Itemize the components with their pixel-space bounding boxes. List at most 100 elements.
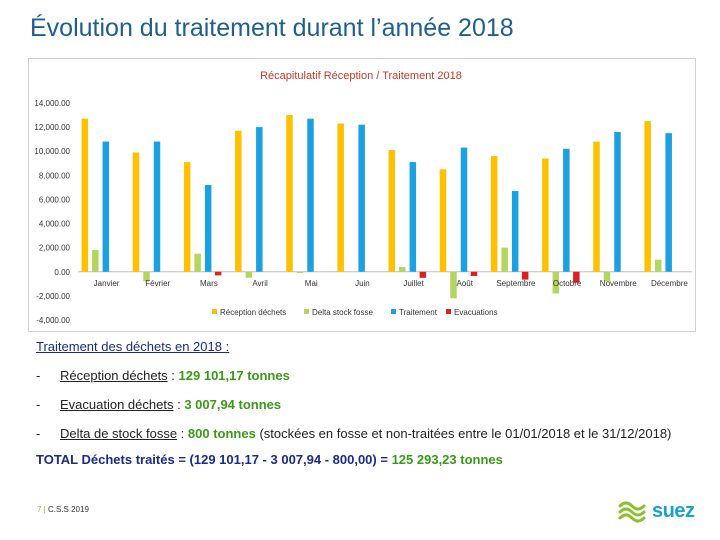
bar-0-0 — [81, 118, 89, 272]
total-value: 125 293,23 tonnes — [391, 452, 503, 467]
x-tick-label: Août — [457, 279, 474, 288]
bar-1-11 — [654, 259, 662, 272]
summary-block: Traitement des déchets en 2018 : - Récep… — [36, 337, 676, 470]
x-tick-label: Juin — [355, 279, 370, 288]
legend-label: Evacuations — [454, 308, 498, 317]
bar-2-8 — [511, 191, 519, 272]
y-tick-label: -2,000.00 — [36, 292, 70, 301]
bar-1-7 — [450, 271, 457, 299]
item-label: Evacuation déchets — [60, 397, 174, 412]
x-tick-label: Juillet — [403, 279, 424, 288]
suez-logo: suez — [618, 498, 695, 524]
y-tick-label: 6,000.00 — [39, 195, 71, 204]
x-tick-label: Janvier — [94, 279, 120, 288]
bar-1-2 — [194, 253, 201, 272]
x-tick-label: Septembre — [496, 279, 536, 288]
x-tick-label: Mars — [200, 279, 218, 288]
item-sep: : — [177, 426, 188, 441]
bar-1-6 — [399, 266, 406, 272]
bar-0-9 — [542, 158, 549, 272]
bar-3-7 — [470, 271, 478, 276]
x-tick-label: Février — [145, 279, 170, 288]
suez-waves-icon — [618, 501, 646, 523]
bar-1-8 — [501, 247, 508, 272]
bar-3-6 — [419, 271, 427, 278]
item-value: 3 007,94 tonnes — [184, 397, 282, 412]
bullet-dash: - — [36, 368, 41, 383]
y-tick-label: 0.00 — [54, 268, 70, 277]
total-eq2: = — [376, 452, 392, 467]
list-item: - Delta de stock fosse : 800 tonnes (sto… — [36, 424, 676, 444]
bullet-dash: - — [36, 426, 41, 441]
total-label: TOTAL Déchets traités — [36, 452, 175, 467]
slide-title: Évolution du traitement durant l’année 2… — [30, 14, 514, 42]
bar-2-6 — [409, 162, 417, 272]
item-label: Réception déchets — [60, 368, 168, 383]
total-formula: (129 101,17 - 3 007,94 - 800,00) — [189, 452, 377, 467]
item-sep: : — [167, 368, 179, 383]
bar-0-10 — [593, 141, 600, 272]
bar-1-1 — [143, 271, 150, 282]
chart-title: Récapitulatif Réception / Traitement 201… — [260, 70, 462, 82]
legend-swatch — [212, 309, 217, 314]
bar-1-4 — [296, 271, 304, 273]
legend-label: Traitement — [399, 308, 438, 317]
bar-0-2 — [183, 162, 191, 272]
bar-0-1 — [132, 152, 140, 272]
bar-1-10 — [603, 271, 611, 282]
bar-chart: Récapitulatif Réception / Traitement 201… — [34, 70, 692, 325]
y-tick-label: 12,000.00 — [34, 123, 70, 132]
y-tick-label: 2,000.00 — [39, 244, 71, 253]
bar-3-9 — [573, 271, 580, 283]
bar-2-0 — [102, 141, 110, 272]
bar-2-9 — [563, 148, 570, 272]
bar-2-10 — [614, 131, 621, 272]
legend-label: Réception déchets — [220, 308, 286, 317]
bar-3-8 — [521, 271, 529, 280]
bar-2-7 — [460, 147, 468, 272]
footer-text: C.S.S 2019 — [47, 505, 89, 514]
footer-sep: | — [41, 505, 48, 514]
list-item: - Evacuation déchets : 3 007,94 tonnes — [36, 395, 676, 415]
bar-2-1 — [153, 141, 161, 272]
legend-swatch — [304, 309, 309, 314]
y-tick-label: 10,000.00 — [34, 147, 70, 156]
bar-0-7 — [439, 169, 447, 272]
list-item: - Réception déchets : 129 101,17 tonnes — [36, 366, 676, 386]
summary-heading: Traitement des déchets en 2018 : — [36, 339, 230, 354]
x-tick-label: Mai — [305, 279, 318, 288]
item-sep: : — [173, 397, 185, 412]
item-label: Delta de stock fosse — [60, 426, 178, 441]
bullet-dash: - — [36, 397, 41, 412]
bar-3-2 — [214, 271, 222, 276]
bar-1-3 — [245, 271, 253, 278]
x-tick-label: Novembre — [600, 279, 637, 288]
legend-label: Delta stock fosse — [312, 308, 373, 317]
bar-0-3 — [235, 130, 242, 272]
total-eq: = — [174, 452, 190, 467]
bar-2-3 — [256, 127, 263, 272]
bar-0-4 — [286, 115, 293, 272]
legend-swatch — [391, 309, 396, 314]
bar-2-5 — [358, 124, 365, 272]
bar-1-0 — [92, 250, 99, 272]
x-tick-label: Octobre — [553, 279, 582, 288]
bar-2-11 — [665, 133, 672, 272]
item-note: (stockées en fosse et non-traitées entre… — [255, 426, 672, 441]
item-value: 800 tonnes — [187, 426, 256, 441]
y-tick-label: 4,000.00 — [39, 220, 71, 229]
bar-0-8 — [490, 156, 498, 272]
bar-0-5 — [337, 123, 344, 272]
y-tick-label: 8,000.00 — [39, 171, 71, 180]
footer: 7 | C.S.S 2019 — [37, 505, 89, 514]
total-line: TOTAL Déchets traités = (129 101,17 - 3 … — [36, 450, 676, 470]
bar-0-11 — [644, 121, 651, 272]
x-tick-label: Décembre — [651, 279, 688, 288]
legend-swatch — [446, 309, 451, 314]
item-value: 129 101,17 tonnes — [178, 368, 290, 383]
x-tick-label: Avril — [252, 279, 268, 288]
y-tick-label: 14,000.00 — [34, 99, 70, 108]
page-number: 7 — [37, 505, 42, 514]
bar-2-2 — [204, 184, 212, 272]
y-tick-label: -4,000.00 — [36, 316, 70, 325]
